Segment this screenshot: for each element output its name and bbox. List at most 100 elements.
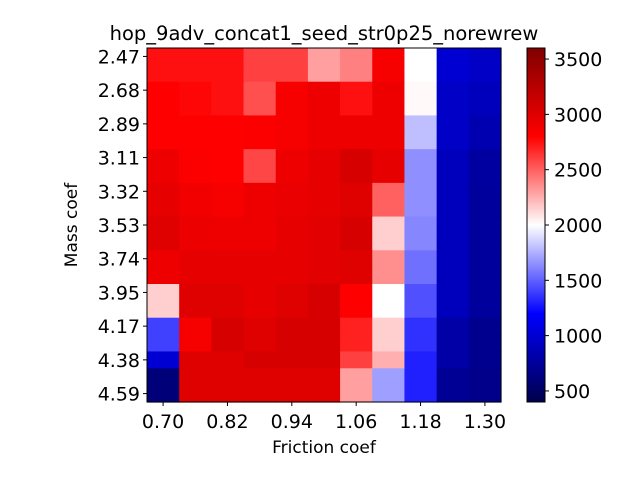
heatmap-cell: [372, 351, 406, 369]
heatmap-cell: [404, 250, 438, 268]
heatmap-cell: [275, 317, 309, 336]
heatmap-cell: [147, 267, 180, 285]
heatmap-cell: [436, 182, 470, 201]
heatmap-cell: [307, 132, 341, 150]
heatmap-cell: [211, 334, 245, 353]
heatmap-cell: [468, 182, 502, 201]
heatmap-cell: [436, 250, 470, 268]
heatmap-cell: [436, 233, 470, 251]
heatmap-cell: [243, 115, 277, 133]
x-axis: 0.70 0.82 0.94 1.06 1.18 1.30: [142, 402, 506, 433]
heatmap-cell: [404, 233, 438, 251]
heatmap-cell: [307, 233, 341, 251]
heatmap-cell: [468, 385, 502, 403]
heatmap-cell: [404, 132, 438, 150]
heatmap-cell: [372, 216, 406, 235]
heatmap-cell: [307, 115, 341, 133]
heatmap-cell: [468, 149, 502, 167]
y-tick-label: 3.32: [98, 181, 140, 203]
heatmap-cell: [275, 64, 309, 83]
heatmap-cell: [404, 334, 438, 353]
heatmap-cell: [340, 48, 373, 66]
y-tick-label: 2.89: [98, 114, 140, 136]
heatmap-cell: [275, 81, 309, 100]
heatmap-cell: [243, 216, 277, 235]
heatmap-cell: [468, 199, 502, 218]
heatmap-cell: [179, 317, 212, 336]
heatmap-cell: [372, 385, 406, 403]
heatmap-cell: [307, 48, 341, 66]
heatmap-cell: [372, 81, 406, 100]
colorbar-tick-label: 1500: [554, 270, 602, 292]
heatmap-cell: [340, 115, 373, 133]
heatmap-cell: [147, 233, 180, 251]
heatmap-cell: [468, 166, 502, 184]
heatmap-cell: [468, 334, 502, 353]
y-tick-label: 3.74: [98, 249, 140, 271]
heatmap-cell: [179, 199, 212, 218]
heatmap-cell: [340, 351, 373, 369]
heatmap-cell: [275, 334, 309, 353]
heatmap-cell: [211, 216, 245, 235]
x-tick-label: 1.30: [464, 411, 506, 433]
heatmap-cell: [372, 48, 406, 66]
colorbar-tick-label: 500: [554, 381, 590, 403]
heatmap-cell: [340, 216, 373, 235]
heatmap-cell: [436, 368, 470, 386]
heatmap-cell: [211, 115, 245, 133]
heatmap-cell: [307, 368, 341, 386]
heatmap-cell: [468, 81, 502, 100]
heatmap-cell: [243, 166, 277, 184]
heatmap-cell: [340, 81, 373, 100]
heatmap-cell: [211, 250, 245, 268]
y-tick-label: 4.59: [98, 384, 140, 406]
heatmap-cell: [211, 64, 245, 83]
heatmap-cell: [307, 334, 341, 353]
heatmap-cell: [243, 81, 277, 100]
heatmap-cell: [468, 64, 502, 83]
heatmap-cell: [179, 300, 212, 319]
heatmap-cell: [340, 182, 373, 201]
heatmap-cell: [468, 48, 502, 66]
x-tick-label: 1.06: [335, 411, 377, 433]
heatmap-cell: [179, 351, 212, 369]
heatmap-cell: [147, 182, 180, 201]
heatmap-cell: [147, 216, 180, 235]
heatmap-cell: [243, 149, 277, 167]
heatmap-cell: [340, 385, 373, 403]
colorbar-tick-label: 3500: [554, 49, 602, 71]
heatmap-cell: [436, 284, 470, 302]
heatmap-cell: [243, 182, 277, 201]
heatmap-cell: [179, 98, 212, 117]
heatmap-cell: [468, 284, 502, 302]
y-tick-label: 4.17: [98, 316, 140, 338]
heatmap-cell: [307, 267, 341, 285]
heatmap-cell: [468, 351, 502, 369]
heatmap-cell: [179, 334, 212, 353]
heatmap-cell: [372, 149, 406, 167]
x-tick-label: 0.70: [142, 411, 184, 433]
heatmap-cell: [436, 267, 470, 285]
heatmap-cell: [372, 64, 406, 83]
heatmap-cell: [436, 216, 470, 235]
heatmap-cell: [404, 166, 438, 184]
heatmap-cell: [404, 267, 438, 285]
heatmap-cell: [147, 334, 180, 353]
heatmap-cell: [275, 233, 309, 251]
y-tick-label: 3.53: [98, 215, 140, 237]
heatmap-cell: [211, 182, 245, 201]
heatmap-cell: [436, 385, 470, 403]
heatmap-cell: [147, 250, 180, 268]
heatmap-cell: [372, 334, 406, 353]
heatmap-cell: [307, 250, 341, 268]
heatmap-cell: [211, 199, 245, 218]
heatmap-cell: [243, 233, 277, 251]
heatmap-cell: [211, 351, 245, 369]
heatmap-cell: [147, 115, 180, 133]
heatmap-cell: [179, 64, 212, 83]
heatmap-cell: [211, 300, 245, 319]
heatmap-cell: [275, 216, 309, 235]
heatmap-cell: [436, 115, 470, 133]
heatmap-cell: [307, 216, 341, 235]
